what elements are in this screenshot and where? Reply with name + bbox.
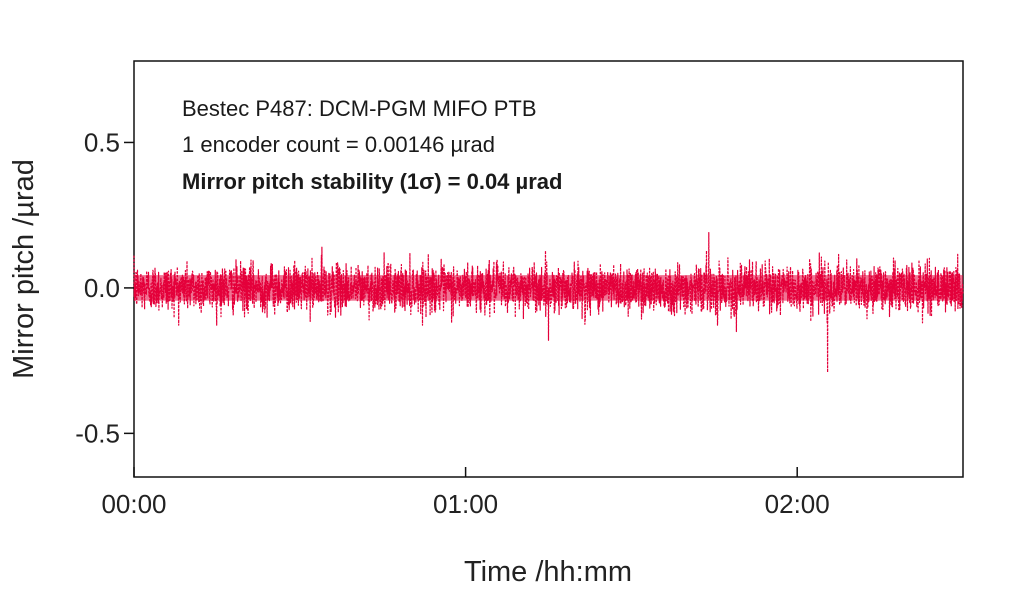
series-density-band <box>134 275 963 301</box>
x-axis: 00:00 01:00 02:00 <box>101 467 830 519</box>
y-tick-label: 0.0 <box>84 273 120 303</box>
annotation-stability: Mirror pitch stability (1σ) = 0.04 µrad <box>182 169 562 194</box>
x-axis-title: Time /hh:mm <box>464 556 632 588</box>
annotation-encoder: 1 encoder count = 0.00146 µrad <box>182 132 495 157</box>
x-tick-label: 02:00 <box>765 489 830 519</box>
y-tick-label: 0.5 <box>84 127 120 157</box>
x-tick-label: 01:00 <box>433 489 498 519</box>
annotation-instrument: Bestec P487: DCM-PGM MIFO PTB <box>182 96 537 121</box>
plot-area <box>133 60 964 478</box>
series-line <box>133 232 964 373</box>
y-axis: 0.5 0.0 -0.5 <box>75 127 134 448</box>
series-group <box>133 232 964 373</box>
y-axis-title: Mirror pitch /µrad <box>8 159 40 379</box>
x-tick-label: 00:00 <box>101 489 166 519</box>
y-tick-label: -0.5 <box>75 418 120 448</box>
